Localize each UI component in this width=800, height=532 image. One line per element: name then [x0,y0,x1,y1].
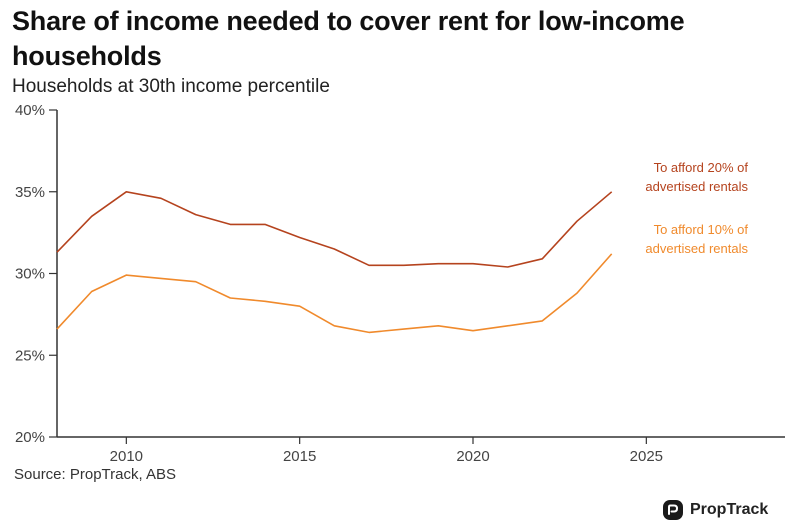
series-label: advertised rentals [645,179,748,194]
chart-subtitle: Households at 30th income percentile [12,76,330,97]
series-label: advertised rentals [645,241,748,256]
y-tick-label: 20% [15,429,45,446]
series-label: To afford 20% of [654,160,749,175]
x-tick-label: 2020 [456,448,489,465]
chart-title: Share of income needed to cover rent for… [12,6,685,71]
y-tick-label: 30% [15,266,45,283]
x-tick-label: 2025 [630,448,663,465]
x-tick-label: 2010 [110,448,143,465]
series-line-rent-20pct [56,191,613,268]
y-tick-label: 25% [15,347,45,364]
series-label: To afford 10% of [654,222,749,237]
series-line-rent-10pct [56,253,613,334]
y-tick-label: 35% [15,184,45,201]
y-tick-label: 40% [15,102,45,119]
x-tick-label: 2015 [283,448,316,465]
source-note: Source: PropTrack, ABS [14,466,177,483]
proptrack-logo-icon [663,500,683,520]
proptrack-logo: PropTrack [662,499,768,521]
logo-text: PropTrack [690,501,769,518]
